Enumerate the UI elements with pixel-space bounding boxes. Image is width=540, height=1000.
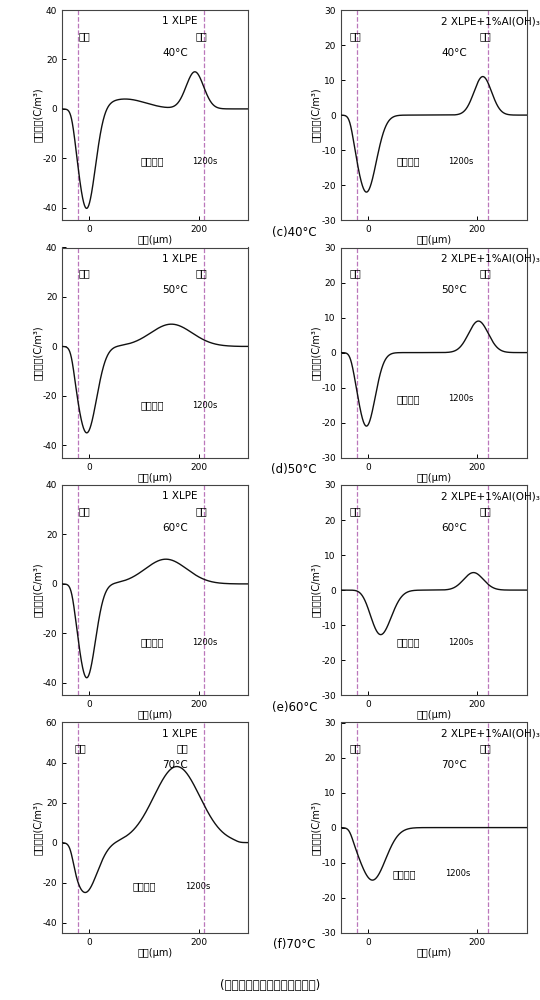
Text: 阳极: 阳极	[195, 31, 207, 41]
Text: 阴极: 阴极	[350, 506, 361, 516]
Text: 1200s: 1200s	[192, 401, 218, 410]
X-axis label: 厚度(μm): 厚度(μm)	[137, 710, 173, 720]
Text: 70°C: 70°C	[441, 760, 467, 770]
X-axis label: 厚度(μm): 厚度(μm)	[416, 235, 451, 245]
Text: 1 XLPE: 1 XLPE	[163, 729, 198, 739]
Text: 1200s: 1200s	[192, 638, 218, 647]
Text: (图中左侧为阴极，右侧为阳极): (图中左侧为阴极，右侧为阳极)	[220, 979, 320, 992]
Text: 加压时间: 加压时间	[140, 638, 164, 648]
Text: 1 XLPE: 1 XLPE	[163, 16, 198, 26]
Text: 阳极: 阳极	[195, 506, 207, 516]
Text: 加压时间: 加压时间	[393, 869, 416, 879]
X-axis label: 厚度(μm): 厚度(μm)	[416, 710, 451, 720]
Text: 阳极: 阳极	[480, 31, 491, 41]
Text: 1200s: 1200s	[449, 394, 474, 403]
Text: 阴极: 阴极	[78, 269, 90, 279]
Text: (f)70°C: (f)70°C	[273, 938, 315, 951]
Text: 50°C: 50°C	[441, 285, 467, 295]
Text: 60°C: 60°C	[163, 523, 188, 533]
Text: 1200s: 1200s	[449, 157, 474, 166]
Text: 加压时间: 加压时间	[140, 400, 164, 410]
Text: 60°C: 60°C	[441, 523, 467, 533]
Y-axis label: 电荷密度(C/m³): 电荷密度(C/m³)	[311, 325, 321, 380]
Text: 1 XLPE: 1 XLPE	[163, 254, 198, 264]
Text: 2 XLPE+1%Al(OH)₃: 2 XLPE+1%Al(OH)₃	[441, 16, 540, 26]
Y-axis label: 电荷密度(C/m³): 电荷密度(C/m³)	[32, 563, 43, 617]
Y-axis label: 电荷密度(C/m³): 电荷密度(C/m³)	[311, 800, 321, 855]
Text: 加压时间: 加压时间	[396, 156, 420, 166]
Text: 阴极: 阴极	[350, 269, 361, 279]
Text: 加压时间: 加压时间	[140, 156, 164, 166]
Y-axis label: 电荷密度(C/m³): 电荷密度(C/m³)	[32, 325, 43, 380]
Text: 1200s: 1200s	[192, 157, 218, 166]
X-axis label: 厚度(μm): 厚度(μm)	[137, 473, 173, 483]
Text: 50°C: 50°C	[163, 285, 188, 295]
Text: 阳极: 阳极	[177, 744, 188, 754]
X-axis label: 厚度(μm): 厚度(μm)	[416, 948, 451, 958]
Text: (c)40°C: (c)40°C	[272, 226, 316, 239]
Text: 阴极: 阴极	[350, 744, 361, 754]
Text: 2 XLPE+1%Al(OH)₃: 2 XLPE+1%Al(OH)₃	[441, 491, 540, 501]
Text: 1200s: 1200s	[445, 869, 470, 878]
Text: (e)60°C: (e)60°C	[272, 701, 317, 714]
Text: 阴极: 阴极	[75, 744, 86, 754]
X-axis label: 厚度(μm): 厚度(μm)	[137, 235, 173, 245]
Text: 阴极: 阴极	[350, 31, 361, 41]
Text: 加压时间: 加压时间	[396, 394, 420, 404]
Text: 阳极: 阳极	[480, 506, 491, 516]
Y-axis label: 电荷密度(C/m³): 电荷密度(C/m³)	[32, 88, 43, 142]
Text: 阳极: 阳极	[195, 269, 207, 279]
Text: (d)50°C: (d)50°C	[272, 463, 317, 476]
Text: 70°C: 70°C	[163, 760, 188, 770]
Text: 阳极: 阳极	[480, 744, 491, 754]
Text: 2 XLPE+1%Al(OH)₃: 2 XLPE+1%Al(OH)₃	[441, 254, 540, 264]
Text: 1200s: 1200s	[449, 638, 474, 647]
Text: 40°C: 40°C	[441, 48, 467, 58]
Text: 阴极: 阴极	[78, 506, 90, 516]
Text: 1200s: 1200s	[185, 882, 210, 891]
Text: 加压时间: 加压时间	[133, 881, 156, 891]
Y-axis label: 电荷密度(C/m³): 电荷密度(C/m³)	[311, 88, 321, 142]
Text: 2 XLPE+1%Al(OH)₃: 2 XLPE+1%Al(OH)₃	[441, 729, 540, 739]
X-axis label: 厚度(μm): 厚度(μm)	[416, 473, 451, 483]
X-axis label: 厚度(μm): 厚度(μm)	[137, 948, 173, 958]
Text: 40°C: 40°C	[163, 48, 188, 58]
Text: 阴极: 阴极	[78, 31, 90, 41]
Text: 阳极: 阳极	[480, 269, 491, 279]
Text: 加压时间: 加压时间	[396, 638, 420, 648]
Y-axis label: 电荷密度(C/m³): 电荷密度(C/m³)	[311, 563, 321, 617]
Y-axis label: 电荷密度(C/m³): 电荷密度(C/m³)	[32, 800, 43, 855]
Text: 1 XLPE: 1 XLPE	[163, 491, 198, 501]
